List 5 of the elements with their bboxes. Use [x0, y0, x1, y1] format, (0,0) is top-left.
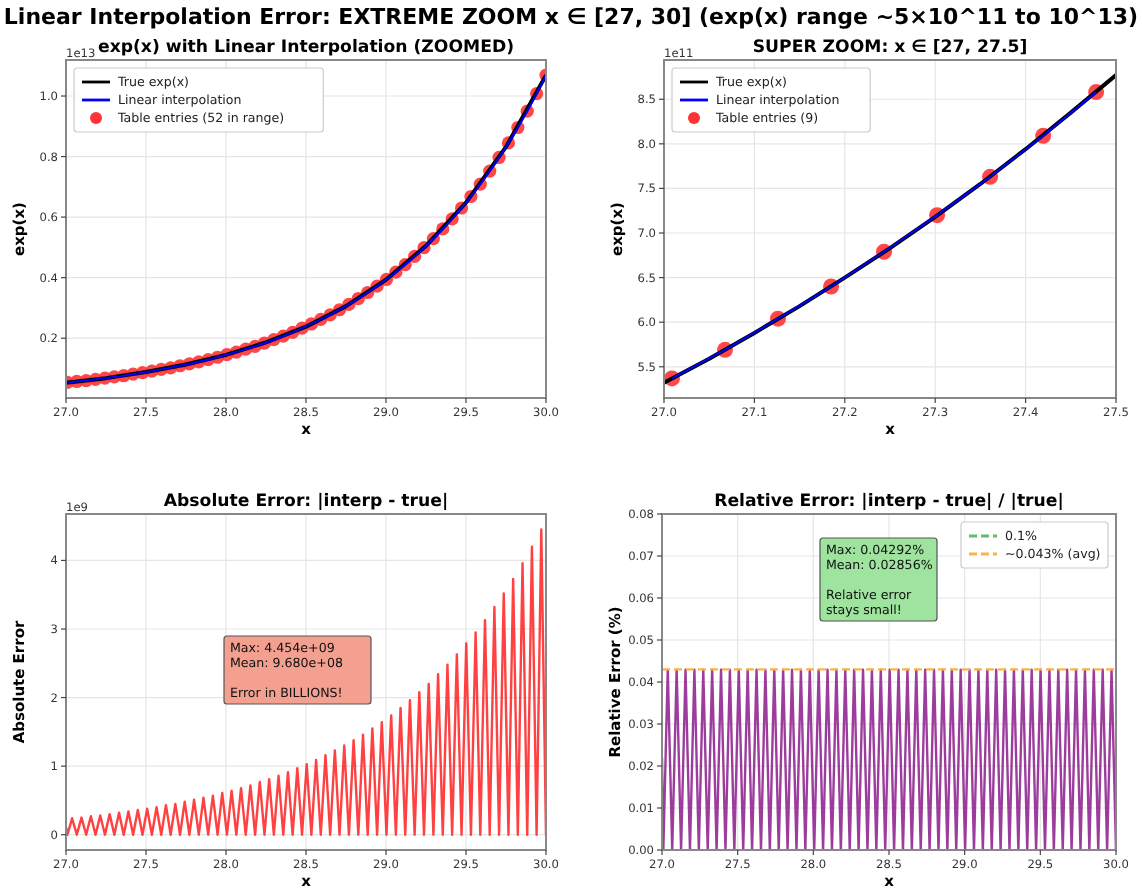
chart-title: Relative Error: |interp - true| / |true|: [714, 492, 1064, 512]
chart-title: Linear Interpolation Error: EXTREME ZOOM x ∈ [27, 30] (exp(x) range ~5×10^11 to 10^13): [3, 4, 1139, 30]
chart-title: SUPER ZOOM: x ∈ [27, 27.5]: [752, 38, 1028, 58]
chart-title: Absolute Error: |interp - true|: [163, 492, 449, 512]
chart-subtitle: exp(x) with Linear Interpolation (ZOOMED): [97, 38, 515, 58]
